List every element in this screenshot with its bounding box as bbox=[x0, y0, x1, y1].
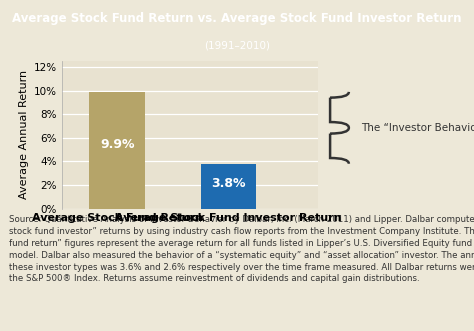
Text: Source: Quantitative Analysis of Investor Behavior by Dalbar, Inc. (March 2011) : Source: Quantitative Analysis of Investo… bbox=[9, 215, 474, 283]
Text: 3.8%: 3.8% bbox=[211, 177, 246, 190]
Bar bbox=[201, 164, 256, 209]
Bar bbox=[90, 92, 145, 209]
Text: The “Investor Behavior” Penalty: The “Investor Behavior” Penalty bbox=[361, 123, 474, 133]
Text: (1991–2010): (1991–2010) bbox=[204, 40, 270, 50]
Text: 9.9%: 9.9% bbox=[100, 138, 135, 151]
Y-axis label: Average Annual Return: Average Annual Return bbox=[19, 70, 29, 200]
Text: Average Stock Fund Return vs. Average Stock Fund Investor Return: Average Stock Fund Return vs. Average St… bbox=[12, 12, 462, 25]
